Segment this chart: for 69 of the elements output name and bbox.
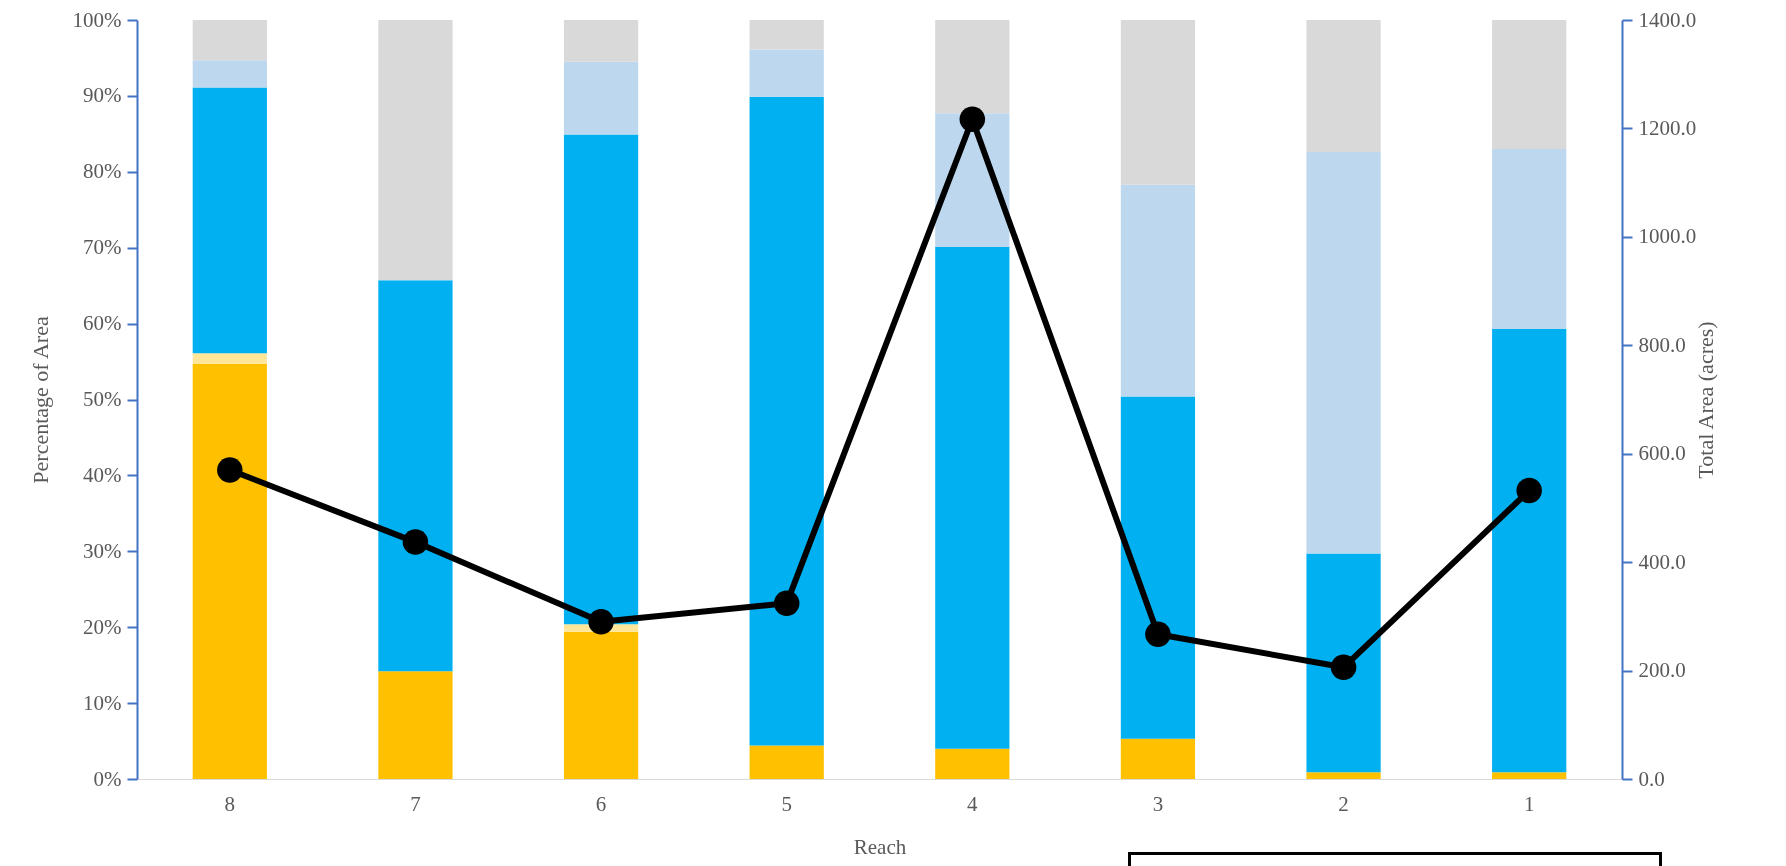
y-tick-label: 40% bbox=[83, 462, 122, 487]
bar bbox=[563, 631, 639, 779]
y-tick-label: 50% bbox=[83, 387, 122, 411]
bar bbox=[563, 61, 639, 135]
point bbox=[1516, 477, 1542, 504]
y2-tick-label: 0.0 bbox=[1638, 766, 1665, 791]
y-tick-label: 90% bbox=[83, 83, 122, 108]
y-tick-label: 0% bbox=[93, 766, 122, 791]
bar bbox=[1492, 149, 1567, 329]
bar bbox=[1120, 396, 1196, 739]
point bbox=[588, 609, 614, 635]
point bbox=[402, 529, 429, 555]
bar bbox=[378, 671, 453, 779]
y2-tick-label: 200.0 bbox=[1638, 658, 1686, 683]
x-tick-label: 4 bbox=[967, 791, 979, 816]
bar bbox=[378, 280, 453, 672]
bar bbox=[1306, 20, 1381, 153]
y-tick-label: 70% bbox=[83, 235, 122, 260]
y2-tick-label: 1400.0 bbox=[1638, 7, 1697, 32]
bar bbox=[1120, 738, 1196, 779]
point bbox=[217, 457, 243, 483]
y2-tick-label: 1200.0 bbox=[1638, 115, 1697, 140]
bar bbox=[563, 20, 639, 62]
y-tick-label: 20% bbox=[83, 614, 122, 639]
y2-tick-label: 1000.0 bbox=[1638, 224, 1697, 249]
bar bbox=[749, 96, 824, 746]
bar bbox=[192, 87, 267, 354]
bar bbox=[192, 363, 267, 779]
bar bbox=[935, 748, 1010, 779]
point bbox=[1145, 621, 1171, 647]
y-tick-label: 80% bbox=[83, 159, 122, 184]
y-axis-title: Percentage of Area bbox=[27, 316, 53, 484]
x-axis-title: Reach bbox=[853, 834, 907, 859]
x-tick-label: 3 bbox=[1152, 791, 1164, 816]
x-tick-label: 2 bbox=[1338, 791, 1349, 816]
bar bbox=[1492, 772, 1567, 779]
bar bbox=[935, 20, 1010, 114]
y-tick-label: 60% bbox=[83, 311, 122, 336]
bar bbox=[1492, 328, 1567, 773]
x-tick-label: 8 bbox=[224, 791, 236, 816]
bar bbox=[563, 134, 639, 625]
y2-axis-title: Total Area (acres) bbox=[1693, 321, 1719, 479]
x-tick-label: 1 bbox=[1523, 791, 1535, 816]
y-tick-label: 100% bbox=[72, 7, 122, 32]
bar bbox=[749, 20, 824, 50]
y-tick-label: 10% bbox=[83, 690, 122, 715]
bar bbox=[192, 60, 267, 88]
bar bbox=[1306, 553, 1381, 773]
x-tick-label: 6 bbox=[595, 791, 607, 816]
x-tick-label: 7 bbox=[410, 791, 421, 816]
y2-tick-label: 800.0 bbox=[1638, 332, 1686, 357]
point bbox=[773, 590, 800, 617]
bar bbox=[749, 745, 824, 779]
bar bbox=[935, 246, 1010, 749]
bar bbox=[192, 353, 267, 364]
y2-tick-label: 400.0 bbox=[1638, 549, 1686, 574]
y2-tick-label: 600.0 bbox=[1638, 441, 1686, 466]
y-tick-label: 30% bbox=[83, 538, 122, 563]
bar bbox=[192, 20, 267, 61]
x-tick-label: 5 bbox=[781, 791, 792, 816]
point bbox=[959, 106, 986, 132]
bar bbox=[1492, 20, 1567, 150]
bar bbox=[1120, 184, 1196, 397]
bar bbox=[1306, 152, 1381, 554]
point bbox=[1330, 654, 1357, 681]
bar bbox=[749, 49, 824, 97]
bar bbox=[378, 20, 453, 281]
bar bbox=[1306, 772, 1381, 779]
bar bbox=[1120, 20, 1196, 185]
